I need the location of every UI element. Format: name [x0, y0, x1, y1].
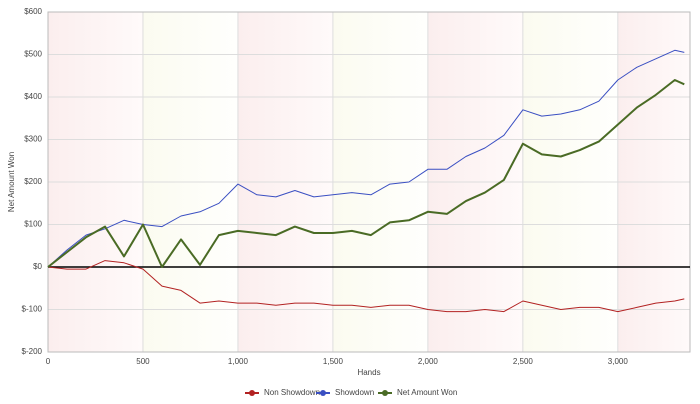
y-tick-label: $600	[24, 7, 42, 16]
legend-label: Non Showdown	[264, 388, 320, 397]
x-tick-label: 3,000	[608, 357, 629, 366]
y-tick-label: $0	[33, 262, 42, 271]
x-tick-label: 1,500	[323, 357, 344, 366]
y-axis-label: Net Amount Won	[7, 152, 16, 212]
series-line	[47, 49, 685, 268]
y-tick-label: $400	[24, 92, 42, 101]
plot-frame	[47, 11, 691, 353]
legend-marker	[249, 390, 255, 396]
y-tick-label: $-200	[22, 347, 43, 356]
x-tick-label: 500	[136, 357, 150, 366]
y-tick-label: $-100	[22, 305, 43, 314]
x-axis-label: Hands	[357, 368, 380, 377]
series-line	[47, 79, 685, 268]
x-tick-label: 0	[46, 357, 51, 366]
y-tick-label: $500	[24, 50, 42, 59]
y-tick-label: $100	[24, 220, 42, 229]
legend-label: Net Amount Won	[397, 388, 457, 397]
y-tick-label: $300	[24, 135, 42, 144]
legend-marker	[382, 390, 388, 396]
series-line	[47, 260, 685, 313]
x-tick-label: 1,000	[228, 357, 249, 366]
x-tick-label: 2,000	[418, 357, 439, 366]
legend-marker	[320, 390, 326, 396]
x-tick-label: 2,500	[513, 357, 534, 366]
y-tick-label: $200	[24, 177, 42, 186]
legend-label: Showdown	[335, 388, 374, 397]
